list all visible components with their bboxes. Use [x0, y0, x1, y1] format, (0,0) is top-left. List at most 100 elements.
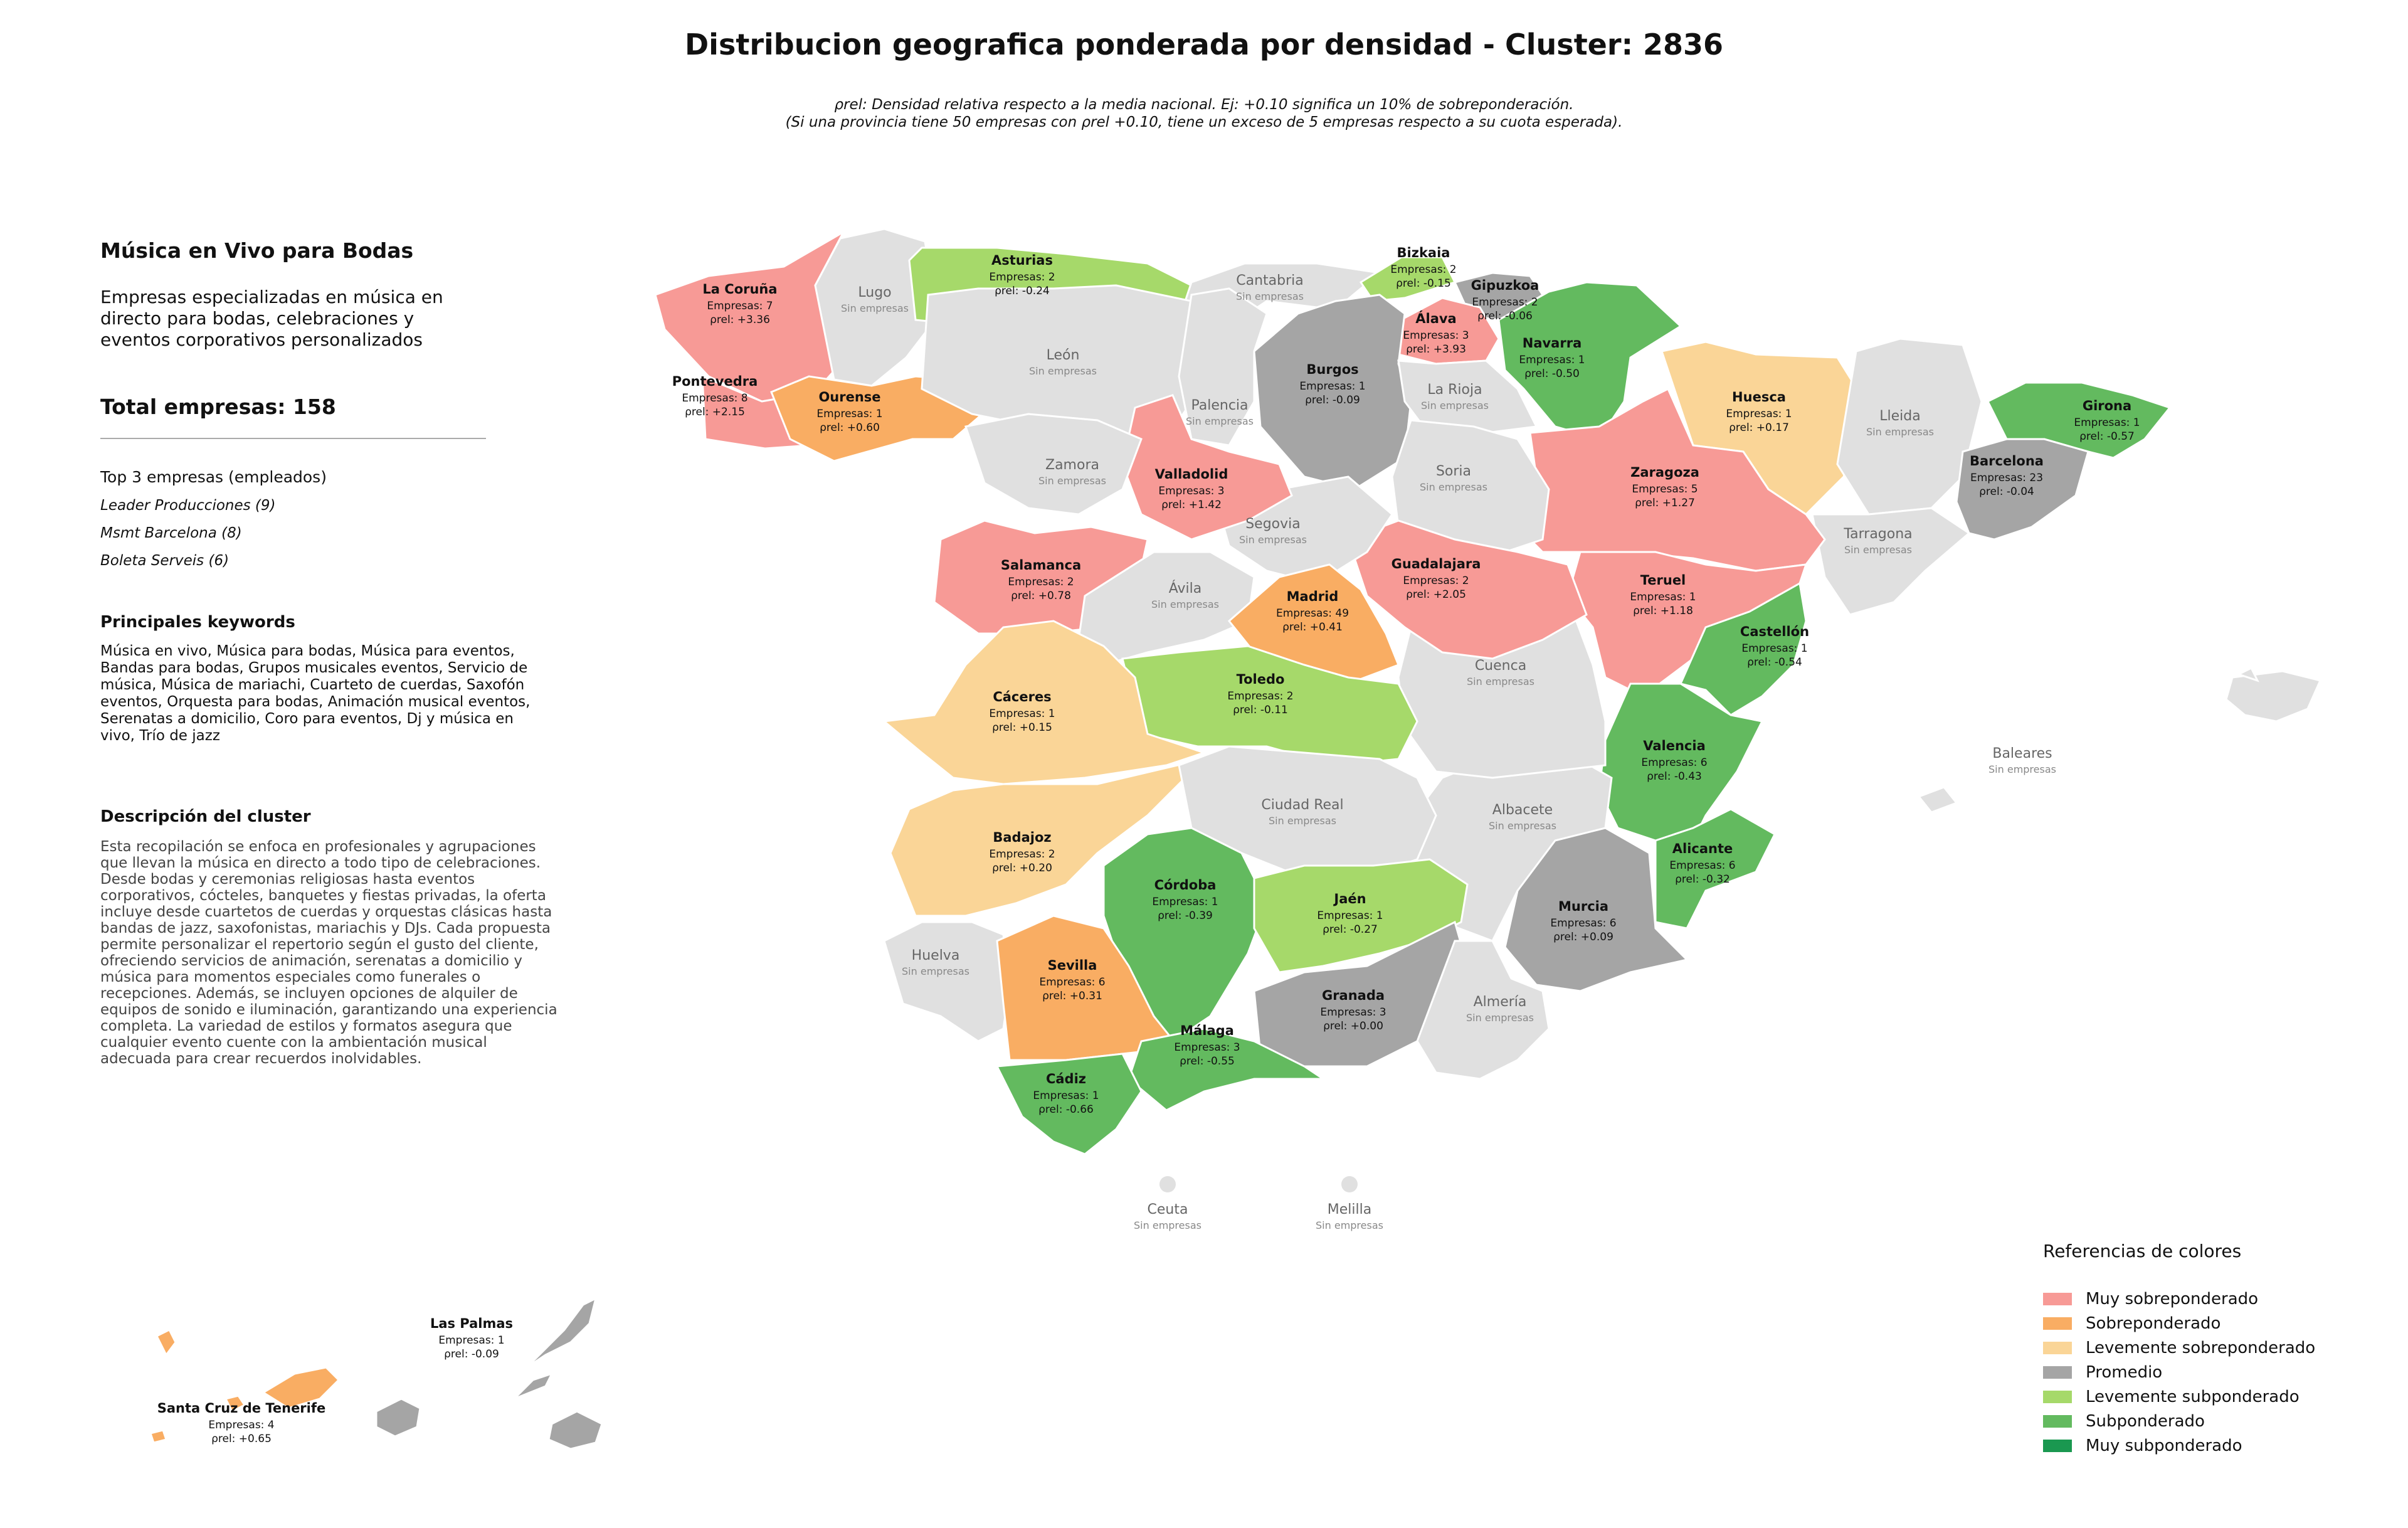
- province-rho-madrid: ρrel: +0.41: [1282, 621, 1343, 634]
- province-name-pontevedra: Pontevedra: [672, 374, 758, 389]
- legend-label: Subponderado: [2086, 1411, 2205, 1431]
- province-count-granada: Empresas: 3: [1320, 1006, 1386, 1019]
- province-name-baleares: Baleares: [1992, 746, 2052, 761]
- province-rho-valladolid: ρrel: +1.42: [1161, 499, 1222, 511]
- province-name-bizkaia: Bizkaia: [1397, 245, 1450, 260]
- province-count-badajoz: Empresas: 2: [989, 848, 1055, 861]
- province-count-valladolid: Empresas: 3: [1158, 485, 1224, 497]
- province-name-huelva: Huelva: [912, 948, 960, 963]
- province-name-asturias: Asturias: [991, 253, 1053, 268]
- chart-title: Distribucion geografica ponderada por de…: [685, 28, 1723, 61]
- province-empty-huelva: Sin empresas: [902, 965, 969, 977]
- region-las-palmas: [513, 1372, 554, 1400]
- region-castellon: [1679, 581, 1807, 716]
- province-rho-burgos: ρrel: -0.09: [1305, 394, 1360, 406]
- province-name-burgos: Burgos: [1306, 362, 1358, 377]
- province-count-murcia: Empresas: 6: [1550, 917, 1616, 930]
- province-count-cadiz: Empresas: 1: [1033, 1090, 1099, 1102]
- province-rho-ourense: ρrel: +0.60: [820, 422, 880, 434]
- province-rho-pontevedra: ρrel: +2.15: [685, 406, 745, 418]
- province-count-teruel: Empresas: 1: [1630, 591, 1696, 603]
- province-count-guadalajara: Empresas: 2: [1403, 575, 1469, 587]
- legend-item: Levemente subponderado: [2043, 1384, 2315, 1409]
- legend-swatch: [2043, 1439, 2072, 1452]
- province-name-leon: León: [1047, 348, 1080, 363]
- province-name-ourense: Ourense: [818, 390, 880, 405]
- region-palencia: [1178, 287, 1268, 447]
- province-name-zamora: Zamora: [1045, 457, 1099, 473]
- region-alava: [1388, 297, 1500, 365]
- province-rho-badajoz: ρrel: +0.20: [992, 862, 1052, 874]
- region-caceres: [882, 620, 1207, 785]
- province-name-huesca: Huesca: [1732, 390, 1786, 405]
- province-name-toledo: Toledo: [1237, 672, 1285, 687]
- province-empty-melilla: Sin empresas: [1316, 1219, 1383, 1231]
- region-almeria: [1416, 940, 1550, 1080]
- legend-label: Levemente subponderado: [2086, 1387, 2300, 1406]
- province-name-ciudad-real: Ciudad Real: [1261, 797, 1343, 813]
- province-name-sevilla: Sevilla: [1048, 958, 1097, 973]
- province-empty-lugo: Sin empresas: [841, 302, 909, 314]
- province-count-toledo: Empresas: 2: [1227, 690, 1293, 703]
- legend-swatch: [2043, 1317, 2072, 1330]
- province-rho-asturias: ρrel: -0.24: [995, 285, 1050, 297]
- legend-item: Promedio: [2043, 1360, 2315, 1384]
- region-cadiz: [995, 1053, 1143, 1155]
- province-rho-murcia: ρrel: +0.09: [1553, 931, 1613, 943]
- province-count-zaragoza: Empresas: 5: [1632, 483, 1698, 496]
- legend-item: Muy sobreponderado: [2043, 1287, 2315, 1311]
- province-name-barcelona: Barcelona: [1970, 454, 2044, 469]
- province-empty-cuenca: Sin empresas: [1467, 676, 1534, 687]
- province-count-navarra: Empresas: 1: [1519, 354, 1585, 366]
- region-barcelona: [1955, 438, 2089, 541]
- province-rho-granada: ρrel: +0.00: [1323, 1020, 1383, 1032]
- province-name-madrid: Madrid: [1287, 589, 1339, 604]
- region-santa-cruz-de-tenerife: [155, 1328, 177, 1357]
- province-rho-valencia: ρrel: -0.43: [1647, 770, 1702, 783]
- top3-item: Msmt Barcelona (8): [100, 525, 242, 541]
- province-empty-ceuta: Sin empresas: [1134, 1219, 1201, 1231]
- legend-label: Muy subponderado: [2086, 1436, 2242, 1455]
- legend-item: Sobreponderado: [2043, 1311, 2315, 1335]
- legend-items: Muy sobreponderado Sobreponderado Levement…: [2043, 1287, 2315, 1458]
- region-baleares: [1917, 786, 1958, 814]
- region-tarragona: [1811, 507, 1971, 616]
- province-count-la-coruna: Empresas: 7: [707, 300, 773, 312]
- total-companies: Total empresas: 158: [100, 395, 336, 419]
- province-empty-tarragona: Sin empresas: [1844, 544, 1912, 556]
- color-legend: Referencias de colores Muy sobreponderad…: [2043, 1241, 2315, 1458]
- region-santa-cruz-de-tenerife: [261, 1366, 341, 1409]
- province-name-la-rioja: La Rioja: [1427, 382, 1482, 398]
- region-santa-cruz-de-tenerife: [149, 1429, 167, 1444]
- province-name-zaragoza: Zaragoza: [1630, 465, 1699, 480]
- province-count-huesca: Empresas: 1: [1726, 408, 1792, 420]
- province-name-salamanca: Salamanca: [1001, 558, 1081, 573]
- province-rho-barcelona: ρrel: -0.04: [1979, 485, 2034, 498]
- region-lugo: [814, 228, 939, 387]
- province-count-caceres: Empresas: 1: [989, 708, 1055, 720]
- legend-swatch: [2043, 1366, 2072, 1379]
- province-rho-huesca: ρrel: +0.17: [1729, 422, 1789, 434]
- province-name-navarra: Navarra: [1523, 336, 1582, 351]
- legend-label: Muy sobreponderado: [2086, 1289, 2259, 1308]
- province-name-guadalajara: Guadalajara: [1391, 556, 1481, 571]
- province-rho-guadalajara: ρrel: +2.05: [1406, 588, 1466, 601]
- province-count-alava: Empresas: 3: [1403, 329, 1469, 342]
- divider: [100, 438, 486, 439]
- province-rho-alava: ρrel: +3.93: [1406, 343, 1466, 356]
- province-name-lugo: Lugo: [858, 285, 891, 300]
- province-empty-la-rioja: Sin empresas: [1421, 400, 1489, 411]
- province-rho-malaga: ρrel: -0.55: [1180, 1055, 1235, 1068]
- cluster-description-heading: Descripción del cluster: [100, 807, 311, 826]
- province-rho-teruel: ρrel: +1.18: [1633, 605, 1693, 617]
- province-name-tarragona: Tarragona: [1843, 526, 1912, 542]
- cluster-summary: Empresas especializadas en música en dir…: [100, 287, 443, 350]
- province-name-caceres: Cáceres: [993, 689, 1051, 704]
- province-count-las-palmas: Empresas: 1: [438, 1334, 504, 1347]
- province-empty-almeria: Sin empresas: [1466, 1012, 1534, 1024]
- legend-item: Levemente sobreponderado: [2043, 1335, 2315, 1360]
- province-count-burgos: Empresas: 1: [1299, 380, 1365, 393]
- province-empty-zamora: Sin empresas: [1038, 475, 1106, 487]
- province-empty-segovia: Sin empresas: [1239, 534, 1307, 546]
